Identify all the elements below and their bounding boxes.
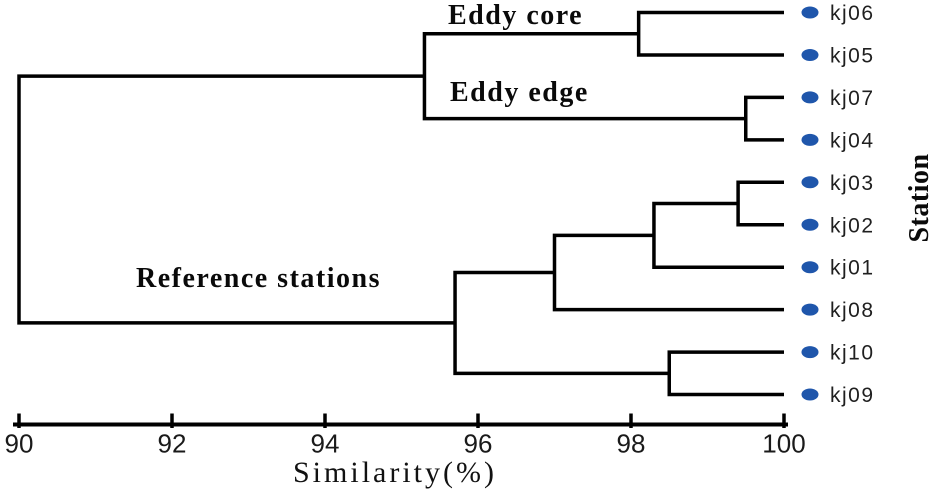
x-axis-tick-label: 94 (311, 429, 340, 459)
station-dot-kj07 (801, 91, 819, 104)
station-label-kj09: kj09 (830, 384, 875, 407)
station-label-kj02: kj02 (830, 214, 875, 237)
dendrogram-branch-ref-a (652, 201, 784, 269)
station-label-kj06: kj06 (830, 2, 875, 25)
y-axis-title: Station (904, 153, 934, 243)
x-axis-tick-label: 100 (762, 429, 805, 459)
station-label-kj08: kj08 (830, 299, 875, 322)
cluster-label-eddy-edge: Eddy edge (450, 77, 589, 108)
station-label-kj07: kj07 (830, 87, 875, 110)
dendrogram-branch-kj10-kj09 (667, 350, 784, 397)
dendrogram-branch-eddy-edge (744, 95, 784, 142)
station-dot-kj04 (801, 133, 819, 146)
x-axis-title: Similarity(%) (293, 456, 497, 489)
station-label-kj03: kj03 (830, 172, 875, 195)
dendrogram-branch-eddy-core (636, 10, 784, 57)
station-label-kj05: kj05 (830, 44, 875, 67)
station-dot-kj06 (801, 6, 819, 19)
station-dot-kj01 (801, 261, 819, 274)
dendrogram-branch-ref-b (552, 233, 784, 312)
station-dot-kj03 (801, 176, 819, 189)
station-dot-kj09 (801, 388, 819, 401)
dendrogram-branch-kj03-kj02 (736, 180, 784, 227)
station-label-kj04: kj04 (830, 129, 875, 152)
dendrogram-branch-reference (453, 270, 670, 376)
x-axis-tick-label: 98 (617, 429, 646, 459)
station-dot-kj08 (801, 303, 819, 316)
station-label-kj01: kj01 (830, 257, 875, 280)
x-axis-tick-label: 96 (464, 429, 493, 459)
station-dot-kj02 (801, 218, 819, 231)
cluster-label-reference-stations: Reference stations (136, 263, 381, 294)
station-dot-kj10 (801, 346, 819, 359)
station-label-kj10: kj10 (830, 342, 875, 365)
x-axis-tick-label: 90 (5, 429, 34, 459)
cluster-label-eddy-core: Eddy core (448, 0, 584, 31)
station-dot-kj05 (801, 48, 819, 61)
x-axis-tick-label: 92 (158, 429, 187, 459)
dendrogram-branch-root (17, 74, 456, 325)
